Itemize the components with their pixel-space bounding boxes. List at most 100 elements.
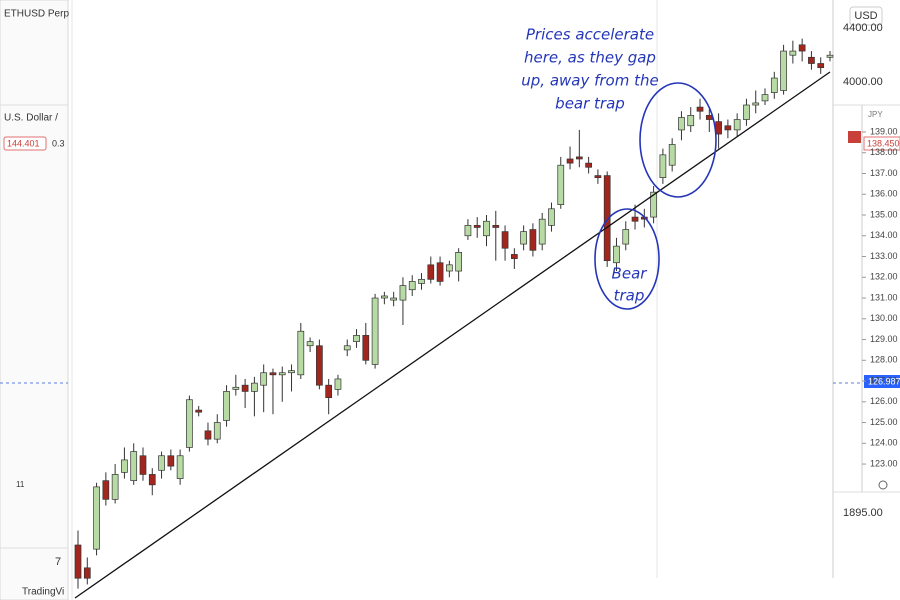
annotation: bear trap — [555, 95, 625, 113]
candle-body — [362, 335, 370, 361]
candle-body — [520, 231, 527, 245]
candle-body — [464, 225, 472, 237]
candle-body — [529, 229, 537, 251]
axis-currency: JPY — [868, 110, 883, 119]
candle-body — [678, 117, 685, 131]
y-tick-label: 126.00 — [870, 396, 898, 406]
settings-icon[interactable] — [878, 480, 888, 490]
candle-body — [167, 455, 175, 467]
pair: U.S. Dollar / — [4, 113, 58, 124]
candle-body — [603, 175, 611, 262]
highlight-circle — [639, 82, 717, 198]
candle-body — [74, 544, 82, 579]
candle-body — [585, 162, 592, 168]
candle-body — [510, 254, 518, 259]
candle-body — [83, 567, 91, 579]
y-tick-label: 128.00 — [870, 355, 898, 365]
annotation: up, away from the — [521, 72, 658, 90]
candle-body — [501, 231, 509, 249]
candle-body — [705, 115, 713, 120]
candle-body — [316, 345, 323, 386]
y-tick-label: 130.00 — [870, 313, 898, 323]
y-tick-label: 133.00 — [870, 251, 898, 261]
candle-body — [334, 378, 342, 390]
candle-body — [622, 229, 630, 245]
candle-body — [659, 154, 667, 179]
y-tick-label: 134.00 — [870, 230, 898, 240]
candle-body — [492, 225, 500, 228]
y-tick-label: 135.00 — [870, 209, 898, 219]
candle-body — [696, 106, 704, 112]
candle-body — [446, 264, 453, 272]
pair-change: 0.3 — [52, 138, 65, 148]
y-tick-label: 124.00 — [870, 438, 898, 448]
candle-body — [761, 94, 769, 102]
candle-body — [251, 382, 258, 392]
candle-body — [715, 121, 722, 135]
candle-body — [427, 264, 435, 280]
candle-body — [557, 164, 565, 205]
candle-body — [102, 480, 110, 500]
left-panel — [0, 0, 69, 600]
line-price: 126.987 — [868, 376, 900, 386]
candle-body — [436, 262, 444, 282]
candle-body — [743, 104, 750, 120]
currency-box — [849, 6, 883, 26]
annotation: Bear — [612, 265, 648, 283]
last-price: 138.450 — [867, 138, 900, 148]
candle-body — [232, 386, 240, 390]
line-price-box — [864, 375, 900, 388]
symbol: ETHUSD Perp — [4, 9, 69, 20]
candle-body — [575, 156, 583, 160]
candle-body — [548, 208, 555, 226]
candle-body — [826, 54, 834, 58]
candle-body — [817, 63, 825, 69]
candle-body — [650, 191, 657, 218]
candle-body — [269, 372, 277, 376]
candle-body — [204, 430, 212, 440]
candle-body — [566, 158, 574, 164]
candle-body — [808, 56, 815, 64]
candle-body — [306, 341, 314, 347]
candle-body — [473, 225, 481, 228]
price-badge — [3, 136, 47, 151]
last-price-marker — [848, 131, 861, 143]
candle-body — [798, 44, 806, 52]
left-date: 11 — [16, 480, 25, 489]
price-label: 1895.00 — [843, 507, 883, 519]
annotation: trap — [614, 287, 645, 305]
candle-body — [343, 345, 351, 351]
candle-body — [278, 372, 286, 376]
candle-body — [176, 455, 184, 479]
candle-body — [260, 372, 268, 386]
price-label: 4000.00 — [843, 76, 883, 88]
candle-body — [724, 125, 732, 131]
candle-body — [121, 459, 128, 473]
y-tick-label: 129.00 — [870, 334, 898, 344]
candle-body — [223, 391, 230, 421]
y-tick-label: 131.00 — [870, 292, 898, 302]
y-tick-label: 125.00 — [870, 417, 898, 427]
candle-body — [148, 474, 156, 486]
candle-body — [418, 278, 425, 284]
candle-body — [213, 422, 221, 440]
y-tick-label: 139.00 — [870, 126, 898, 136]
candle-body — [733, 119, 741, 131]
candle-body — [780, 50, 787, 91]
candle-body — [455, 252, 462, 272]
brand: TradingVi — [22, 587, 64, 598]
candle-body — [483, 220, 490, 237]
candle-body — [325, 384, 333, 398]
candle-body — [668, 144, 676, 166]
candle-body — [613, 245, 620, 264]
price-label: 4400.00 — [843, 22, 883, 34]
y-tick-label: 123.00 — [870, 458, 898, 468]
trend-line — [74, 71, 831, 599]
y-tick-label: 138.00 — [870, 147, 898, 157]
last-price-box — [863, 136, 900, 151]
candle-body — [770, 77, 778, 93]
candle-body — [195, 409, 203, 413]
candle-body — [353, 335, 360, 342]
